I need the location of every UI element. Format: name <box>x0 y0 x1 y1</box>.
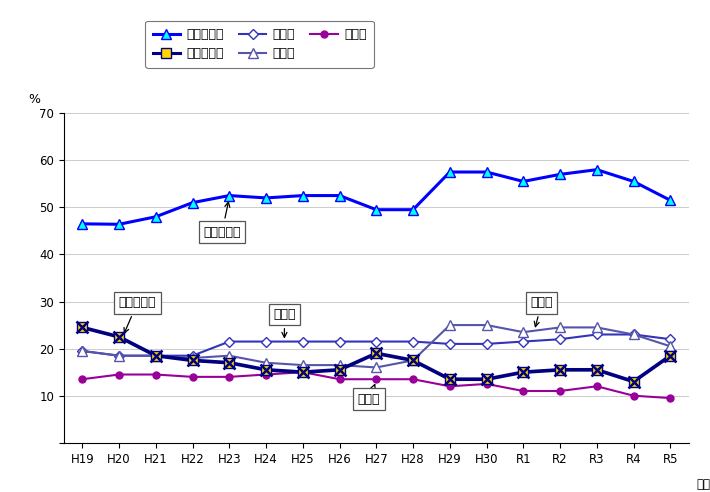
投資的経費 <box>556 367 564 373</box>
投資的経費 <box>372 350 381 356</box>
Text: 公債費: 公債費 <box>358 384 380 406</box>
投資的経費 <box>78 325 87 331</box>
Text: 扶助費: 扶助費 <box>273 308 295 338</box>
投資的経費 <box>151 353 160 359</box>
投資的経費 <box>115 334 124 340</box>
Legend: 義務的経費, 投資的経費, 扶助費, 人件費, 公債費: 義務的経費, 投資的経費, 扶助費, 人件費, 公債費 <box>145 21 374 68</box>
Text: 人件費: 人件費 <box>530 296 553 327</box>
Text: 年度: 年度 <box>696 478 710 491</box>
投資的経費 <box>519 369 528 375</box>
投資的経費 <box>666 353 674 359</box>
Text: %: % <box>28 93 40 106</box>
投資的経費 <box>409 357 417 363</box>
Text: 投資的経費: 投資的経費 <box>119 296 156 333</box>
投資的経費 <box>188 357 197 363</box>
投資的経費 <box>262 367 271 373</box>
投資的経費 <box>629 379 638 385</box>
投資的経費 <box>482 376 491 382</box>
投資的経費 <box>593 367 601 373</box>
投資的経費 <box>446 376 454 382</box>
投資的経費 <box>225 360 234 366</box>
Text: 義務的経費: 義務的経費 <box>203 202 241 239</box>
投資的経費 <box>298 369 307 375</box>
投資的経費 <box>335 367 344 373</box>
Line: 投資的経費: 投資的経費 <box>77 323 675 386</box>
